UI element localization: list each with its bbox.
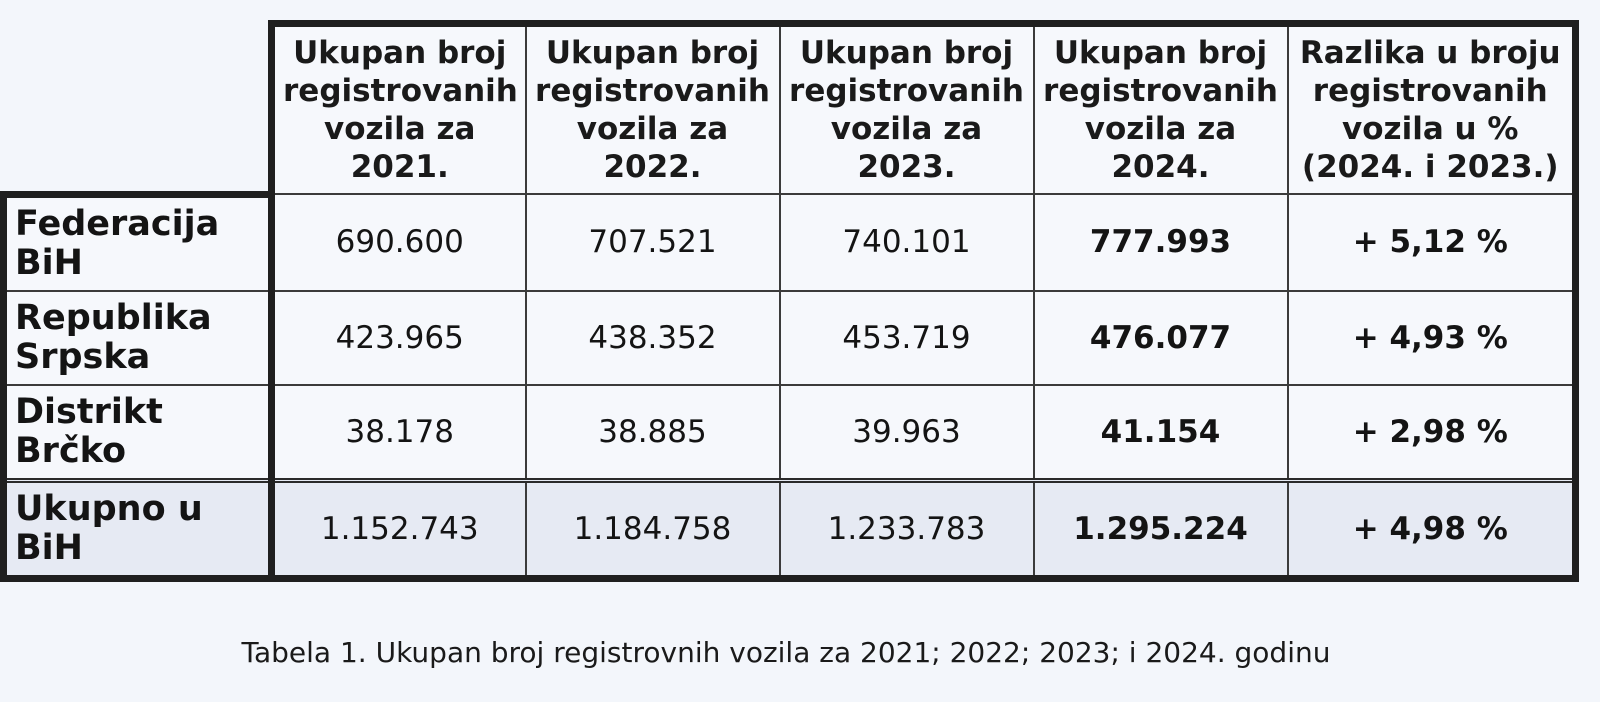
cell-value: 1.233.783 xyxy=(778,477,1035,582)
cell-value: 423.965 xyxy=(270,289,527,386)
cell-value: 438.352 xyxy=(524,289,781,386)
table-caption: Tabela 1. Ukupan broj registrovnih vozil… xyxy=(241,636,1331,669)
cell-value: 38.178 xyxy=(270,383,527,481)
header-2023: Ukupan broj registrovanih vozila za 2023… xyxy=(778,20,1035,195)
cell-value: 690.600 xyxy=(270,193,527,292)
row-label-distrikt-brcko: Distrikt Brčko xyxy=(0,383,275,481)
header-corner-cell xyxy=(3,23,275,198)
header-2021: Ukupan broj registrovanih vozila za 2021… xyxy=(270,20,527,195)
cell-value-2024: 476.077 xyxy=(1032,289,1289,386)
row-label-ukupno: Ukupno u BiH xyxy=(0,477,275,582)
cell-value: 1.152.743 xyxy=(270,477,527,582)
cell-percent-change: + 4,93 % xyxy=(1286,289,1579,386)
cell-percent-change: + 5,12 % xyxy=(1286,193,1579,292)
cell-percent-change: + 2,98 % xyxy=(1286,383,1579,481)
table-row: Distrikt Brčko 38.178 38.885 39.963 41.1… xyxy=(0,383,1579,481)
row-label-federacija: Federacija BiH xyxy=(0,193,275,292)
cell-value: 38.885 xyxy=(524,383,781,481)
cell-value: 453.719 xyxy=(778,289,1035,386)
table-header-row: Ukupan broj registrovanih vozila za 2021… xyxy=(3,20,1579,198)
table-row: Republika Srpska 423.965 438.352 453.719… xyxy=(0,289,1579,386)
header-2024: Ukupan broj registrovanih vozila za 2024… xyxy=(1032,20,1289,195)
cell-percent-change: + 4,98 % xyxy=(1286,477,1579,582)
registered-vehicles-table: Ukupan broj registrovanih vozila za 2021… xyxy=(0,20,1579,582)
header-difference-percent: Razlika u broju registrovanih vozila u %… xyxy=(1286,20,1579,195)
cell-value: 707.521 xyxy=(524,193,781,292)
cell-value-2024: 1.295.224 xyxy=(1032,477,1289,582)
cell-value-2024: 41.154 xyxy=(1032,383,1289,481)
table-row-total: Ukupno u BiH 1.152.743 1.184.758 1.233.7… xyxy=(0,477,1579,582)
cell-value: 740.101 xyxy=(778,193,1035,292)
cell-value: 39.963 xyxy=(778,383,1035,481)
header-2022: Ukupan broj registrovanih vozila za 2022… xyxy=(524,20,781,195)
cell-value-2024: 777.993 xyxy=(1032,193,1289,292)
row-label-republika-srpska: Republika Srpska xyxy=(0,289,275,386)
table-row: Federacija BiH 690.600 707.521 740.101 7… xyxy=(0,193,1579,292)
cell-value: 1.184.758 xyxy=(524,477,781,582)
